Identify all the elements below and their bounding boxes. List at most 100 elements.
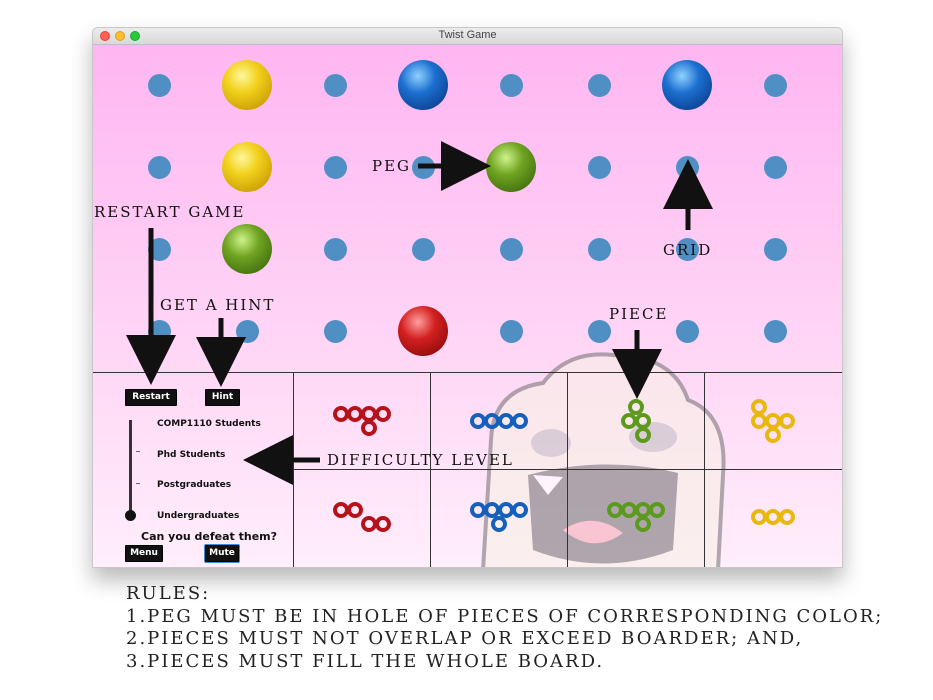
difficulty-annotation: DIFFICULTY LEVEL (327, 451, 514, 469)
divider (293, 469, 842, 470)
piece-ring (634, 516, 651, 532)
rules-heading: RULES: (126, 583, 211, 604)
piece-ring (360, 516, 377, 532)
piece-ring (497, 502, 514, 518)
grid-hole[interactable] (499, 319, 523, 343)
piece-ring (764, 509, 781, 525)
grid-hole[interactable] (675, 155, 699, 179)
grid-annotation: GRID (663, 241, 713, 259)
piece-ring (483, 502, 500, 518)
rules-text: RULES: 1.PEG MUST BE IN HOLE OF PIECES O… (126, 583, 883, 673)
rule-line: 3.PIECES MUST FILL THE WHOLE BOARD. (126, 650, 605, 672)
grid-hole[interactable] (323, 73, 347, 97)
title-bar: Twist Game (93, 28, 842, 45)
control-panel: Restart Hint COMP1110 Students Phd Stude… (93, 372, 842, 567)
grid-hole[interactable] (147, 155, 171, 179)
piece-ring (346, 406, 363, 422)
blue-peg[interactable] (398, 60, 448, 110)
grid-hole[interactable] (763, 237, 787, 261)
hint-annotation: GET A HINT (160, 296, 276, 314)
grid-hole[interactable] (147, 319, 171, 343)
piece-ring (374, 516, 391, 532)
piece-ring (764, 413, 781, 429)
rule-line: 2.PIECES MUST NOT OVERLAP OR EXCEED BOAR… (126, 628, 804, 649)
difficulty-slider-track[interactable] (129, 420, 132, 516)
grid-hole[interactable] (763, 155, 787, 179)
piece-ring (634, 427, 651, 443)
grid-hole[interactable] (675, 237, 699, 261)
yellow-piece[interactable] (750, 399, 795, 443)
piece-ring (346, 502, 363, 518)
blue-peg[interactable] (662, 60, 712, 110)
green-peg[interactable] (486, 142, 536, 192)
grid-hole[interactable] (411, 155, 435, 179)
slider-tick (136, 483, 140, 484)
piece-ring (750, 509, 767, 525)
grid-hole[interactable] (587, 73, 611, 97)
difficulty-option-postgraduates[interactable]: Postgraduates (157, 480, 232, 490)
difficulty-option-undergraduates[interactable]: Undergraduates (157, 511, 240, 521)
piece-ring (490, 516, 507, 532)
green-piece[interactable] (620, 399, 651, 443)
piece-ring (778, 509, 795, 525)
red-peg[interactable] (398, 306, 448, 356)
piece-ring (483, 413, 500, 429)
grid-hole[interactable] (235, 319, 259, 343)
red-piece[interactable] (332, 502, 391, 532)
restart-button[interactable]: Restart (125, 389, 177, 406)
green-piece[interactable] (606, 502, 665, 532)
grid-hole[interactable] (499, 237, 523, 261)
divider (704, 373, 705, 567)
grid-hole[interactable] (323, 319, 347, 343)
grid-hole[interactable] (587, 319, 611, 343)
piece-ring (627, 399, 644, 415)
difficulty-option-comp1110[interactable]: COMP1110 Students (157, 419, 261, 429)
challenge-prompt: Can you defeat them? (141, 530, 278, 543)
menu-button[interactable]: Menu (125, 545, 163, 562)
grid-hole[interactable] (323, 155, 347, 179)
blue-piece[interactable] (469, 502, 528, 532)
piece-ring (360, 406, 377, 422)
grid-hole[interactable] (763, 73, 787, 97)
slider-tick (136, 451, 140, 452)
grid-hole[interactable] (587, 237, 611, 261)
hint-button[interactable]: Hint (205, 389, 240, 406)
grid-hole[interactable] (323, 237, 347, 261)
yellow-piece[interactable] (750, 509, 795, 525)
piece-ring (511, 502, 528, 518)
grid-hole[interactable] (147, 237, 171, 261)
piece-ring (374, 406, 391, 422)
grid-hole[interactable] (147, 73, 171, 97)
close-window-button[interactable] (100, 31, 110, 41)
mute-button[interactable]: Mute (205, 545, 239, 562)
grid-hole[interactable] (587, 155, 611, 179)
green-peg[interactable] (222, 224, 272, 274)
yellow-peg[interactable] (222, 60, 272, 110)
blue-piece[interactable] (469, 413, 528, 429)
piece-ring (332, 502, 349, 518)
piece-ring (634, 502, 651, 518)
rule-line: 1.PEG MUST BE IN HOLE OF PIECES OF CORRE… (126, 605, 884, 627)
game-window: Twist Game Restart Hint COMP1110 Stu (92, 27, 843, 568)
piece-annotation: PIECE (609, 305, 669, 323)
difficulty-slider-knob[interactable] (125, 510, 136, 521)
piece-ring (511, 413, 528, 429)
window-title: Twist Game (438, 29, 497, 41)
yellow-peg[interactable] (222, 142, 272, 192)
red-piece[interactable] (332, 406, 391, 436)
grid-hole[interactable] (675, 319, 699, 343)
divider (567, 373, 568, 567)
grid-hole[interactable] (763, 319, 787, 343)
grid-hole[interactable] (411, 237, 435, 261)
game-board-area: Restart Hint COMP1110 Students Phd Stude… (93, 45, 842, 567)
minimize-window-button[interactable] (115, 31, 125, 41)
divider (430, 373, 431, 567)
piece-ring (469, 502, 486, 518)
piece-ring (750, 413, 767, 429)
maximize-window-button[interactable] (130, 31, 140, 41)
piece-ring (764, 427, 781, 443)
difficulty-option-phd[interactable]: Phd Students (157, 450, 226, 460)
grid-hole[interactable] (499, 73, 523, 97)
piece-ring (469, 413, 486, 429)
piece-ring (750, 399, 767, 415)
